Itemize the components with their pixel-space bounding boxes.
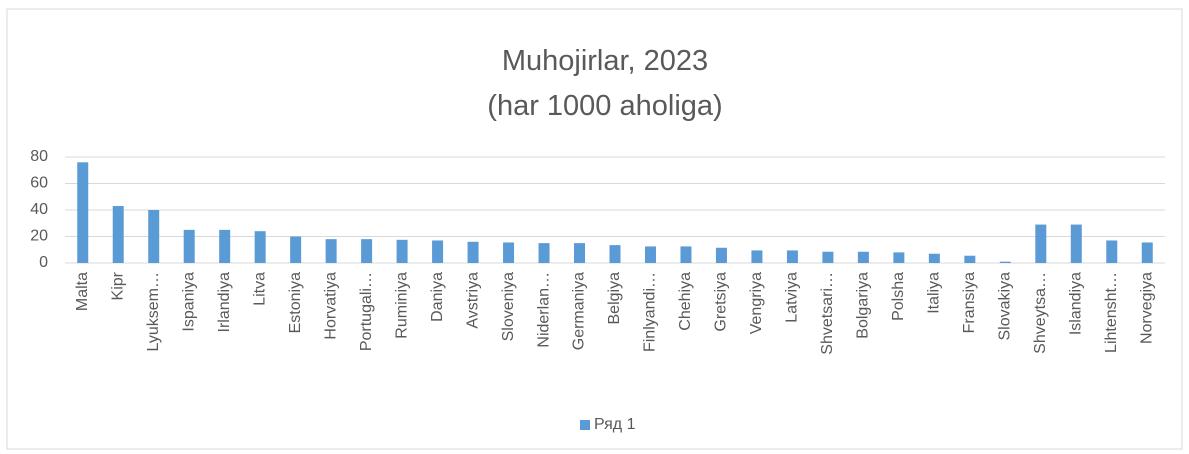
x-tick-label: Slovakiya	[997, 272, 1014, 341]
x-tick-label: Portugali…	[358, 272, 375, 351]
x-tick-label: Malta	[74, 272, 91, 311]
bar	[786, 250, 798, 263]
chart-title: Muhojirlar, 2023	[502, 45, 708, 77]
chart-frame	[6, 8, 1183, 450]
bar	[148, 210, 160, 263]
bar	[290, 236, 302, 263]
x-tick-label: Norvegiya	[1138, 272, 1155, 344]
bar	[1035, 224, 1047, 263]
bar	[183, 229, 195, 263]
x-tick-label: Germaniya	[571, 272, 588, 350]
legend-swatch	[580, 420, 590, 430]
bar	[503, 242, 515, 263]
bar	[396, 239, 408, 263]
x-tick-label: Finlyandi…	[642, 272, 659, 352]
bar	[1141, 242, 1153, 263]
x-tick-label: Polsha	[890, 272, 907, 321]
bar	[1106, 240, 1118, 263]
bar	[715, 247, 727, 263]
x-tick-label: Ruminiya	[393, 272, 410, 339]
bar	[538, 243, 550, 263]
bar	[219, 229, 231, 263]
bar	[964, 255, 976, 263]
x-tick-label: Avstriya	[464, 272, 481, 329]
y-tick-label: 80	[30, 148, 48, 165]
x-tick-label: Irlandiya	[216, 272, 233, 333]
y-tick-label: 40	[30, 201, 48, 218]
x-tick-label: Litva	[251, 272, 268, 306]
x-tick-label: Sloveniya	[500, 272, 517, 341]
bar	[1070, 224, 1082, 263]
bar	[680, 246, 692, 263]
bar	[254, 231, 266, 263]
y-tick-label: 0	[39, 254, 48, 271]
x-tick-label: Daniya	[429, 272, 446, 322]
x-tick-label: Bolgariya	[855, 272, 872, 339]
x-tick-label: Kipr	[109, 271, 126, 300]
bar	[893, 252, 905, 263]
bar	[822, 251, 834, 263]
x-tick-label: Chehiya	[677, 272, 694, 331]
x-tick-label: Latviya	[784, 272, 801, 323]
x-tick-label: Islandiya	[1068, 272, 1085, 335]
x-tick-label: Lihtensht…	[1103, 272, 1120, 353]
x-tick-label: Italiya	[926, 272, 943, 314]
x-tick-label: Gretsiya	[713, 272, 730, 332]
bar	[325, 239, 337, 263]
bar	[77, 162, 89, 263]
x-tick-label: Belgiya	[606, 272, 623, 325]
y-tick-label: 20	[30, 228, 48, 245]
chart-title: (har 1000 aholiga)	[487, 90, 722, 122]
bar	[609, 245, 621, 263]
bar	[467, 241, 479, 263]
x-tick-label: Fransiya	[961, 272, 978, 333]
bar	[857, 251, 869, 263]
x-tick-label: Horvatiya	[322, 272, 339, 340]
bar	[432, 240, 444, 263]
x-tick-label: Estoniya	[287, 272, 304, 333]
bar	[751, 250, 763, 263]
bar	[644, 246, 656, 263]
bar	[112, 206, 124, 263]
bar	[999, 261, 1011, 263]
bar	[574, 243, 586, 263]
y-tick-label: 60	[30, 175, 48, 192]
legend-label: Ряд 1	[594, 416, 636, 433]
x-tick-label: Shvetsari…	[819, 272, 836, 355]
bar	[928, 253, 940, 263]
bar	[361, 239, 373, 263]
x-tick-label: Ispaniya	[180, 272, 197, 332]
x-tick-label: Vengriya	[748, 272, 765, 334]
x-tick-label: Niderlan…	[535, 272, 552, 348]
x-tick-label: Shveytsa…	[1032, 272, 1049, 354]
x-tick-label: Lyuksem…	[145, 272, 162, 351]
